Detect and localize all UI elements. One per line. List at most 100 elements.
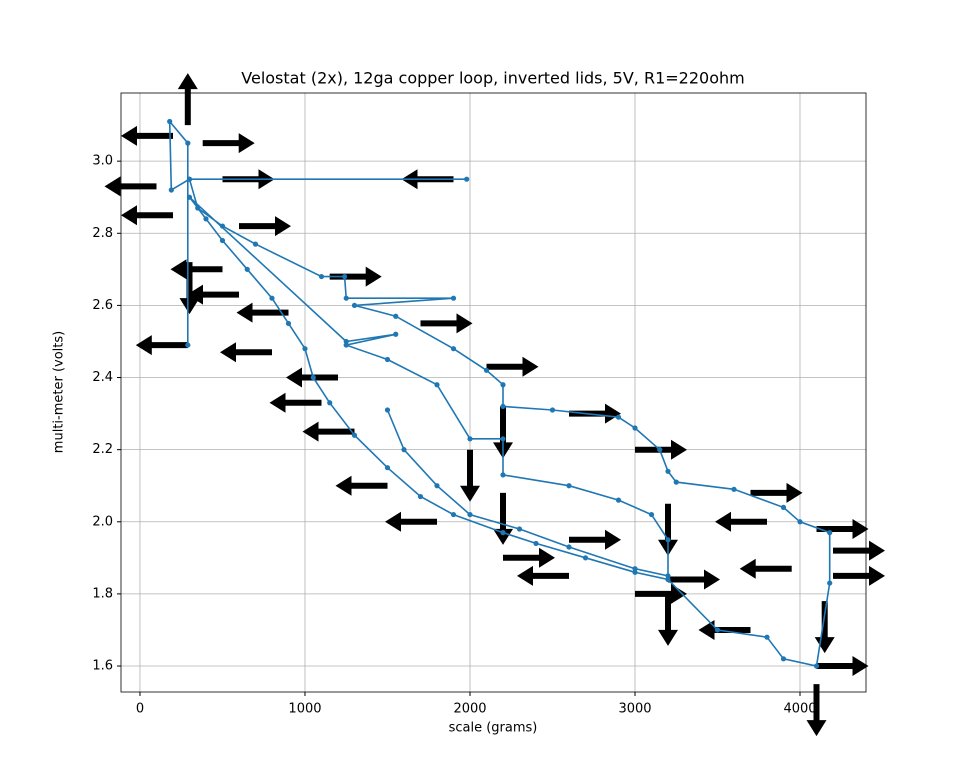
data-point xyxy=(351,432,358,438)
arrow xyxy=(236,302,289,323)
data-point xyxy=(351,302,358,309)
data-point xyxy=(516,526,523,532)
arrow xyxy=(335,475,388,496)
data-point xyxy=(434,483,440,489)
y-tick-label: 3.0 xyxy=(92,154,113,169)
ticks: 0 1000 2000 3000 4000 1.6 1.8 2.0 2.2 2.4 2.6 2.8 3.… xyxy=(92,154,816,717)
data-point xyxy=(450,295,457,301)
y-tick-label: 2.4 xyxy=(92,370,113,385)
y-axis-label: multi-meter (volts) xyxy=(52,331,67,453)
data-point xyxy=(186,176,193,182)
data-point xyxy=(483,367,490,373)
x-tick-label: 0 xyxy=(136,702,144,717)
arrow xyxy=(814,601,835,654)
y-tick-label: 2.6 xyxy=(92,298,113,313)
data-point xyxy=(244,266,250,272)
data-point xyxy=(731,486,737,492)
data-point xyxy=(310,374,316,381)
data-point xyxy=(780,656,787,662)
data-point xyxy=(195,205,201,211)
arrow xyxy=(816,656,869,676)
arrow xyxy=(503,547,555,568)
data-point xyxy=(343,338,349,345)
data-point xyxy=(401,447,407,453)
data-point xyxy=(665,468,671,474)
data-point xyxy=(533,540,539,547)
chart-title: Velostat (2x), 12ga copper loop, inverte… xyxy=(241,69,744,88)
arrow xyxy=(816,519,869,539)
data-point xyxy=(500,403,506,409)
data-point xyxy=(797,519,803,525)
data-point xyxy=(203,216,209,222)
y-tick-label: 1.6 xyxy=(92,659,113,674)
arrow xyxy=(177,73,198,126)
arrow xyxy=(202,133,255,154)
data-point xyxy=(566,544,572,550)
data-point xyxy=(384,356,391,363)
arrow xyxy=(329,266,382,287)
data-point xyxy=(500,472,506,478)
data-point xyxy=(615,497,622,503)
data-point xyxy=(632,569,638,575)
arrow xyxy=(658,503,678,556)
arrow xyxy=(833,565,885,586)
arrow xyxy=(486,356,539,377)
arrow xyxy=(750,482,803,503)
arrow xyxy=(806,684,827,737)
data-point xyxy=(632,566,638,572)
arrow xyxy=(170,259,223,280)
x-tick-label: 3000 xyxy=(618,702,651,717)
arrow xyxy=(460,449,480,502)
data-point xyxy=(450,511,457,518)
data-point xyxy=(827,580,833,586)
data-point xyxy=(764,634,770,640)
data-point xyxy=(780,504,787,510)
arrow xyxy=(833,540,885,561)
arrow xyxy=(739,558,792,579)
data-point xyxy=(269,295,275,301)
data-point xyxy=(168,187,174,193)
arrow xyxy=(220,342,272,363)
data-point xyxy=(566,483,572,489)
data-point xyxy=(500,382,506,388)
arrow xyxy=(135,335,188,356)
data-point xyxy=(219,223,226,229)
data-point xyxy=(549,407,556,413)
data-point xyxy=(615,414,622,420)
data-point xyxy=(219,237,226,244)
arrow xyxy=(121,205,173,226)
y-tick-label: 2.0 xyxy=(92,514,113,529)
data-point xyxy=(384,407,391,413)
arrow xyxy=(715,511,767,532)
data-point xyxy=(302,346,308,352)
data-point xyxy=(665,573,671,579)
arrow xyxy=(385,511,437,532)
data-point xyxy=(657,447,663,453)
quiver xyxy=(104,73,885,737)
data-point xyxy=(665,537,671,543)
data-point xyxy=(500,530,506,536)
data-point xyxy=(327,400,333,406)
y-tick-label: 2.8 xyxy=(92,226,113,241)
x-axis-label: scale (grams) xyxy=(449,721,538,736)
data-point xyxy=(464,176,470,182)
y-tick-label: 2.2 xyxy=(92,442,113,457)
arrow xyxy=(493,406,513,459)
y-tick-label: 1.8 xyxy=(92,586,113,601)
arrow xyxy=(493,492,513,545)
data-point xyxy=(185,342,191,348)
data-point xyxy=(393,313,399,319)
arrow xyxy=(569,403,621,424)
data-point xyxy=(632,425,638,431)
arrow xyxy=(517,565,569,586)
data-point xyxy=(393,331,399,337)
arrow xyxy=(239,216,291,237)
arrow xyxy=(668,569,720,590)
data-point xyxy=(341,273,348,280)
arrow xyxy=(179,262,200,315)
data-point xyxy=(185,140,191,146)
data-point xyxy=(343,342,349,348)
data-point xyxy=(582,555,589,561)
data-point xyxy=(827,530,833,536)
data-point xyxy=(186,194,193,200)
